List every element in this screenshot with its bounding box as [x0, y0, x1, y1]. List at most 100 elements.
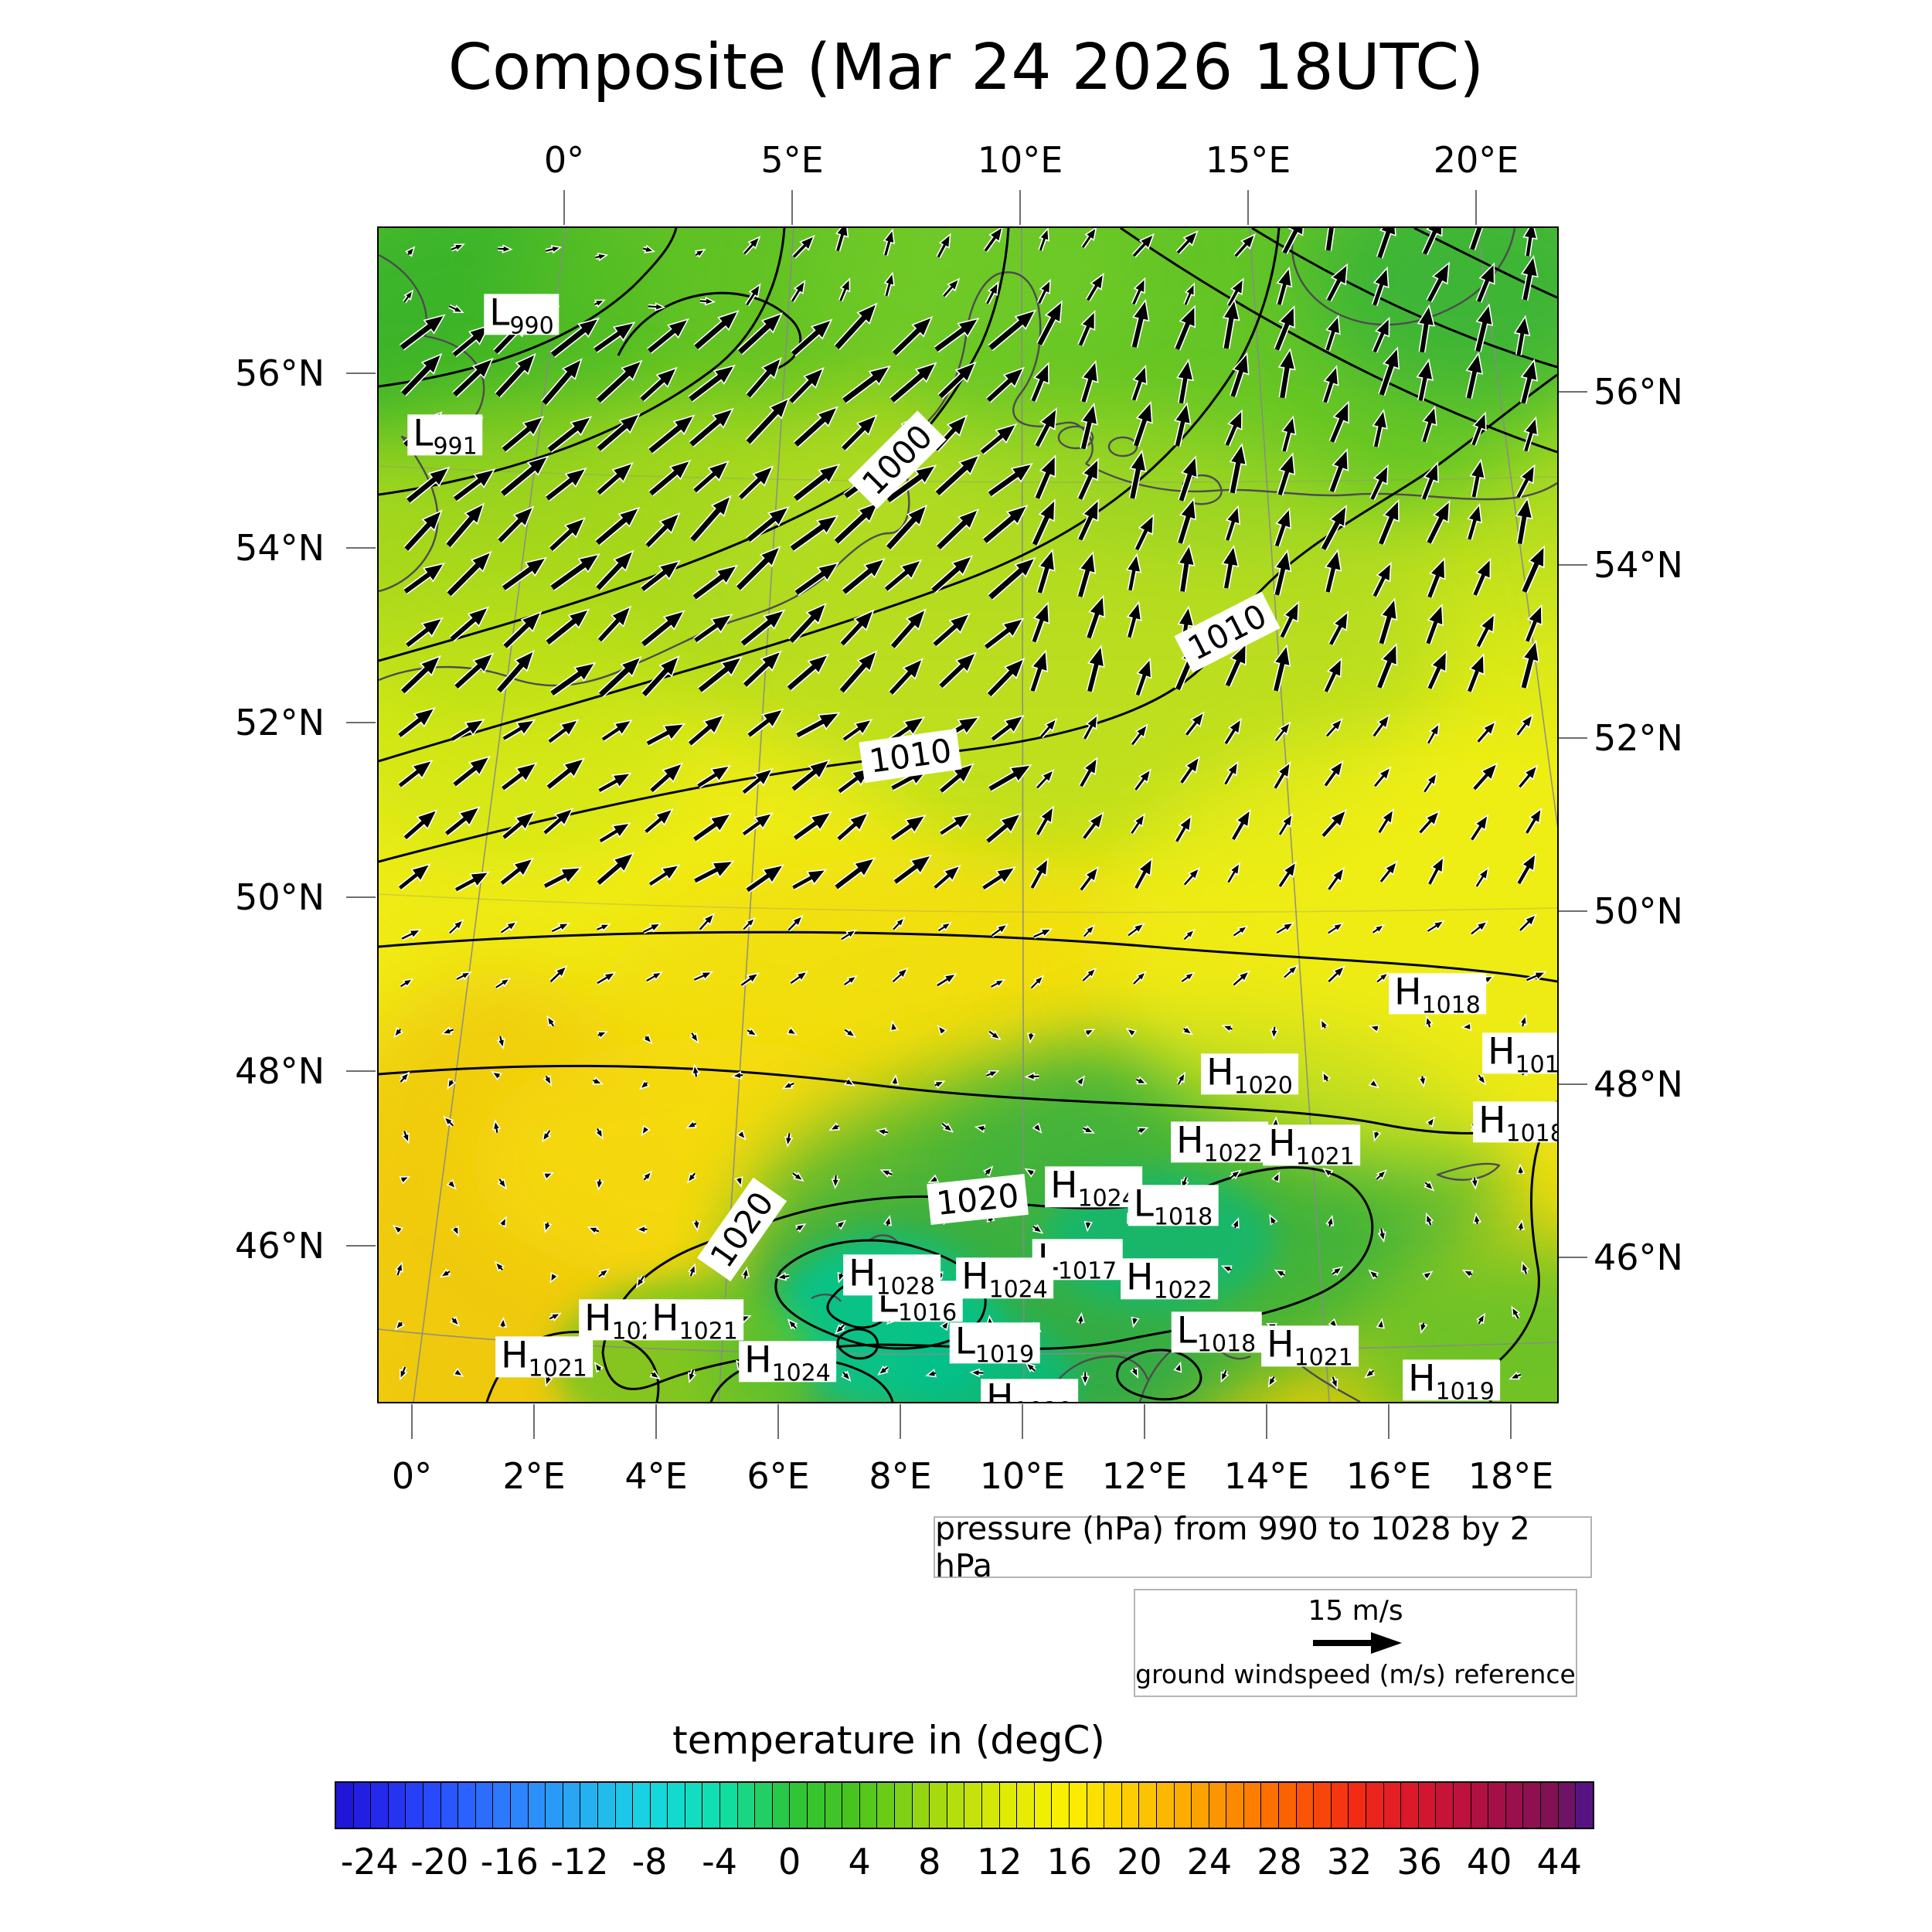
axis-tick — [1247, 190, 1249, 225]
colorbar-tick-label: 28 — [1257, 1841, 1302, 1883]
axis-tick — [346, 722, 376, 723]
wind-reference-legend: 15 m/s ground windspeed (m/s) reference — [1134, 1589, 1577, 1697]
low-pressure-marker-1018: L1018 — [1171, 1311, 1262, 1356]
colorbar-segment — [1383, 1783, 1402, 1828]
colorbar-segment — [755, 1783, 773, 1828]
bottom-axis-label: 4°E — [624, 1455, 688, 1497]
colorbar-segment — [668, 1783, 685, 1828]
colorbar-segment — [406, 1783, 423, 1828]
wind-ref-arrow-icon — [1313, 1632, 1402, 1654]
bottom-axis-label: 8°E — [869, 1455, 932, 1497]
colorbar-segment — [999, 1783, 1018, 1828]
left-axis-label: 52°N — [235, 702, 325, 743]
right-axis-label: 52°N — [1594, 717, 1683, 759]
high-pressure-marker-1018: H1018 — [1389, 973, 1486, 1018]
colorbar-segment — [1488, 1783, 1506, 1828]
colorbar-segment — [440, 1783, 459, 1828]
axis-tick — [1558, 1257, 1587, 1258]
colorbar-segment — [353, 1783, 372, 1828]
colorbar-tick-label: -16 — [480, 1841, 539, 1883]
colorbar-segment — [790, 1783, 808, 1828]
low-pressure-marker-990: L990 — [484, 294, 560, 338]
map-canvas — [379, 228, 1557, 1402]
high-pressure-marker-1024: H1024 — [1045, 1166, 1142, 1211]
bottom-axis-label: 0° — [391, 1455, 433, 1497]
colorbar-segment — [336, 1783, 354, 1828]
right-axis-label: 48°N — [1594, 1063, 1683, 1105]
top-axis-label: 10°E — [977, 139, 1063, 181]
colorbar-segment — [737, 1783, 756, 1828]
axis-tick — [1019, 190, 1021, 225]
colorbar-segment — [1069, 1783, 1087, 1828]
right-axis-label: 50°N — [1594, 890, 1683, 932]
colorbar-segment — [877, 1783, 895, 1828]
colorbar-tick-label: -4 — [702, 1841, 737, 1883]
colorbar-segment — [633, 1783, 651, 1828]
colorbar-segment — [895, 1783, 913, 1828]
colorbar-segment — [1349, 1783, 1367, 1828]
colorbar-segment — [1505, 1783, 1524, 1828]
colorbar-segment — [981, 1783, 1000, 1828]
colorbar-tick-label: 16 — [1046, 1841, 1093, 1883]
axis-tick — [411, 1404, 413, 1439]
right-axis-label: 56°N — [1594, 371, 1683, 413]
colorbar-segment — [1314, 1783, 1332, 1828]
axis-tick — [777, 1404, 779, 1439]
left-axis-label: 48°N — [235, 1050, 325, 1092]
colorbar-tick-label: -20 — [410, 1841, 469, 1883]
colorbar-segment — [1279, 1783, 1297, 1828]
high-pressure-marker-1018: H1018 — [1482, 1032, 1557, 1077]
colorbar-segment — [720, 1783, 738, 1828]
high-pressure-marker-1021: H1021 — [1263, 1124, 1360, 1169]
axis-tick — [1558, 737, 1587, 739]
colorbar-segment — [458, 1783, 476, 1828]
colorbar-title: temperature in (degC) — [672, 1718, 1105, 1763]
colorbar-tick-label: -24 — [340, 1841, 399, 1883]
top-axis-label: 20°E — [1433, 139, 1519, 181]
colorbar-segment — [1558, 1783, 1577, 1828]
right-axis-label: 46°N — [1594, 1236, 1683, 1278]
colorbar-segment — [1121, 1783, 1140, 1828]
axis-tick — [346, 896, 376, 898]
colorbar-segment — [650, 1783, 668, 1828]
colorbar-segment — [528, 1783, 546, 1828]
axis-tick — [791, 190, 793, 225]
high-pressure-marker-1022: H1022 — [1171, 1121, 1268, 1166]
bottom-axis-label: 16°E — [1345, 1455, 1432, 1497]
high-pressure-marker-1021: H1021 — [646, 1299, 743, 1344]
colorbar-tick-label: 20 — [1117, 1841, 1162, 1883]
pressure-caption-box: pressure (hPa) from 990 to 1028 by 2 hPa — [934, 1510, 1592, 1584]
colorbar-segment — [772, 1783, 791, 1828]
colorbar-segment — [1087, 1783, 1105, 1828]
low-pressure-marker-1018: L1018 — [1128, 1185, 1219, 1230]
top-axis-label: 0° — [543, 139, 585, 181]
colorbar-segment — [1156, 1783, 1175, 1828]
colorbar-tick-label: 32 — [1326, 1841, 1372, 1883]
colorbar-tick-label: 4 — [848, 1841, 871, 1883]
colorbar-segment — [1331, 1783, 1349, 1828]
colorbar-segment — [930, 1783, 947, 1828]
colorbar-segment — [615, 1783, 634, 1828]
colorbar-segment — [702, 1783, 721, 1828]
right-axis-label: 54°N — [1594, 544, 1683, 586]
colorbar-segment — [597, 1783, 616, 1828]
axis-tick — [1475, 190, 1477, 225]
axis-tick — [1558, 391, 1587, 393]
colorbar-segment — [388, 1783, 406, 1828]
colorbar-segment — [1052, 1783, 1070, 1828]
colorbar-tick-label: 0 — [777, 1841, 801, 1883]
colorbar-segment — [1226, 1783, 1244, 1828]
colorbar-segment — [1523, 1783, 1541, 1828]
colorbar-segment — [947, 1783, 965, 1828]
colorbar-tick-label: 36 — [1396, 1841, 1442, 1883]
colorbar-segment — [510, 1783, 529, 1828]
bottom-axis-label: 10°E — [979, 1455, 1066, 1497]
colorbar-tick-label: -8 — [631, 1841, 668, 1883]
colorbar-segment — [964, 1783, 982, 1828]
colorbar-segment — [1174, 1783, 1192, 1828]
high-pressure-marker-1021: H1021 — [495, 1336, 593, 1381]
colorbar-segment — [1576, 1783, 1593, 1828]
bottom-axis-label: 12°E — [1101, 1455, 1188, 1497]
colorbar-segment — [1104, 1783, 1122, 1828]
axis-tick — [346, 1070, 376, 1072]
